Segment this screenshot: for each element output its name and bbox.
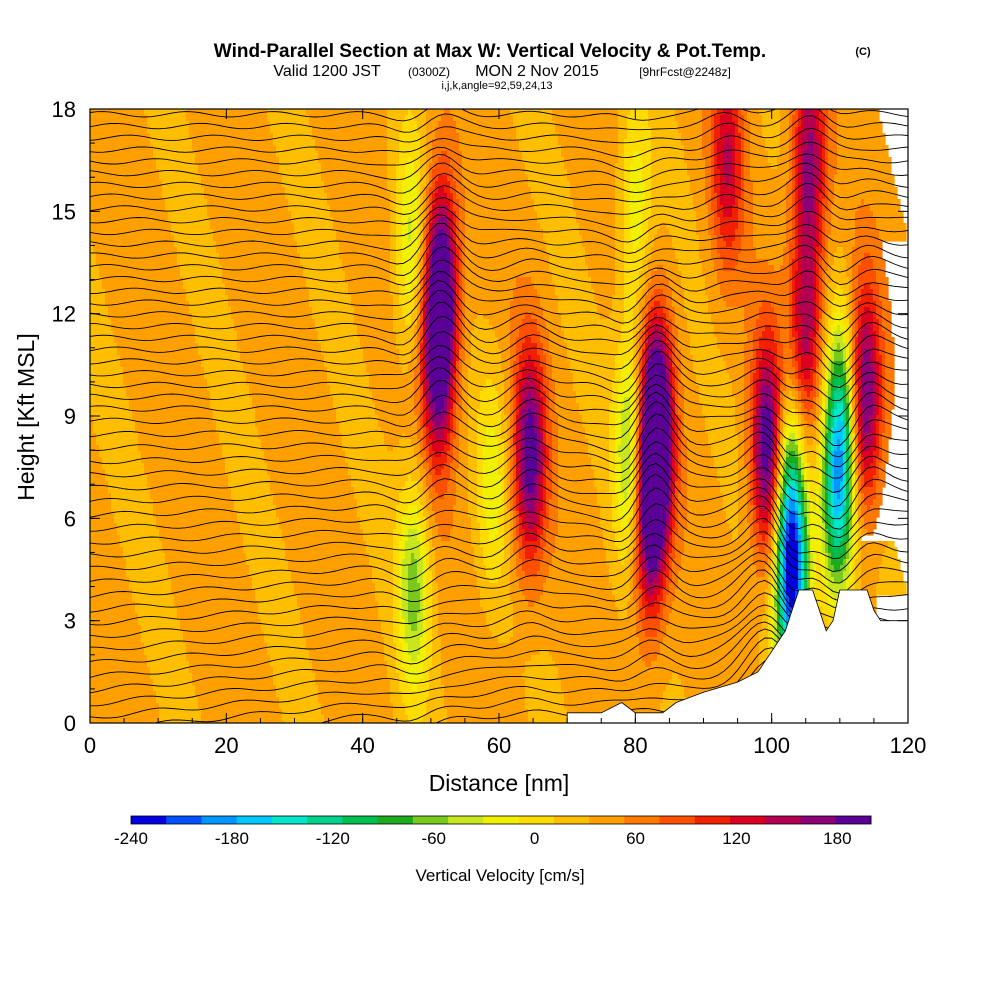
y-tick-label: 6 [64, 506, 76, 531]
colorbar-tick-label: -60 [421, 829, 446, 848]
colorbar-swatch [342, 816, 378, 824]
y-tick-label: 15 [52, 199, 76, 224]
colorbar-swatch [448, 816, 484, 824]
colorbar-swatch [201, 816, 237, 824]
colorbar-swatch [730, 816, 766, 824]
colorbar-swatch [836, 816, 872, 824]
colorbar-swatch [307, 816, 343, 824]
colorbar-swatch [660, 816, 696, 824]
x-tick-label: 40 [350, 733, 374, 758]
y-axis-label: Height [Kft MSL] [13, 333, 39, 500]
chart-title: Wind-Parallel Section at Max W: Vertical… [214, 41, 766, 62]
x-tick-label: 20 [214, 733, 238, 758]
plot-area [90, 96, 908, 758]
colorbar-tick-label: 180 [823, 829, 851, 848]
x-tick-label: 60 [487, 733, 511, 758]
colorbar-swatch [554, 816, 590, 824]
colorbar-label: Vertical Velocity [cm/s] [415, 866, 584, 885]
colorbar-swatch [131, 816, 167, 824]
colorbar-swatch [695, 816, 731, 824]
colorbar-swatch [237, 816, 273, 824]
grid-indices: i,j,k,angle=92,59,24,13 [441, 80, 552, 92]
colorbar-tick-label: -120 [316, 829, 350, 848]
colorbar-tick-label: -180 [215, 829, 249, 848]
x-tick-label: 100 [753, 733, 790, 758]
valid-time-utc: (0300Z) [408, 65, 450, 79]
y-tick-label: 9 [64, 404, 76, 429]
forecast-info: [9hrFcst@2248z] [639, 65, 731, 79]
y-tick-label: 18 [52, 97, 76, 122]
valid-date: MON 2 Nov 2015 [475, 63, 599, 80]
colorbar-swatch [483, 816, 519, 824]
y-tick-label: 3 [64, 609, 76, 634]
y-tick-label: 0 [64, 711, 76, 736]
x-axis-label: Distance [nm] [429, 770, 570, 796]
colorbar-swatch [801, 816, 837, 824]
x-tick-label: 0 [84, 733, 96, 758]
colorbar-tick-label: 60 [626, 829, 645, 848]
copyright-mark: (C) [855, 46, 871, 58]
y-tick-label: 12 [52, 302, 76, 327]
colorbar-swatch [272, 816, 308, 824]
colorbar-tick-label: -240 [114, 829, 148, 848]
colorbar: -240 -180 -120 -60 0 60 120 180 [114, 816, 872, 848]
colorbar-swatch [589, 816, 625, 824]
colorbar-tick-label: 0 [530, 829, 539, 848]
colorbar-swatch [413, 816, 449, 824]
colorbar-swatch [765, 816, 801, 824]
x-tick-label: 120 [890, 733, 927, 758]
valid-time-prefix: Valid 1200 JST [273, 63, 381, 80]
colorbar-swatch [166, 816, 202, 824]
colorbar-swatch [624, 816, 660, 824]
colorbar-tick-label: 120 [722, 829, 750, 848]
x-tick-label: 80 [623, 733, 647, 758]
colorbar-swatch [519, 816, 555, 824]
colorbar-swatch [378, 816, 414, 824]
